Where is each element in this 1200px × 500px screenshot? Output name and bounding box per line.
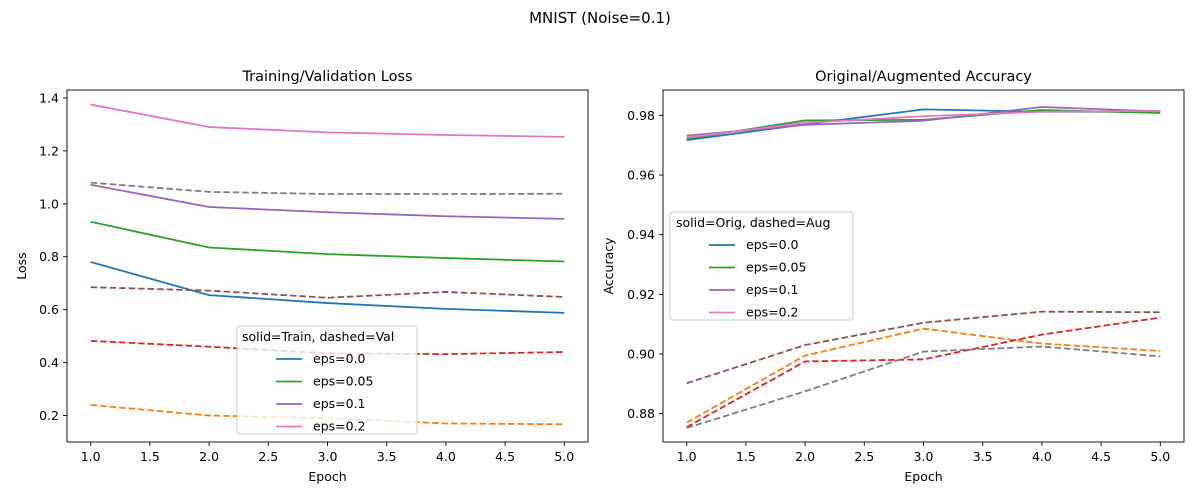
accuracy-legend: solid=Orig, dashed=Aug eps=0.0 eps=0.05 eps… (669, 211, 854, 321)
accuracy-series-line-3 (686, 109, 1161, 139)
accuracy-legend-entry: eps=0.1 (746, 282, 799, 297)
loss-series-line-6 (90, 286, 565, 299)
accuracy-y-tick-label: 0.98 (627, 108, 655, 123)
accuracy-x-tick-label: 4.0 (1032, 449, 1052, 464)
accuracy-series-line-5 (686, 316, 1161, 428)
accuracy-legend-entry: eps=0.0 (746, 237, 799, 252)
loss-chart: Training/Validation Loss 1.0 1.5 2.0 2.5 3.0 3… (14, 69, 589, 484)
accuracy-chart-title: Original/Augmented Accuracy (815, 69, 1032, 85)
accuracy-x-tick-label: 3.0 (914, 449, 934, 464)
accuracy-x-axis-label: Epoch (904, 469, 942, 484)
accuracy-series-line-4 (686, 327, 1161, 424)
accuracy-legend-box (669, 211, 854, 321)
loss-series-line-0 (90, 261, 565, 314)
loss-legend: solid=Train, dashed=Val eps=0.0 eps=0.05 ep… (236, 325, 418, 435)
loss-x-tick-label: 2.5 (258, 449, 278, 464)
accuracy-y-tick-label: 0.92 (627, 287, 655, 302)
accuracy-x-tick-label: 3.5 (973, 449, 993, 464)
accuracy-y-tick-label: 0.94 (627, 227, 655, 242)
accuracy-x-tick-label: 4.5 (1091, 449, 1111, 464)
accuracy-x-tick-label: 1.5 (736, 449, 756, 464)
loss-y-tick-label: 1.0 (39, 196, 59, 211)
accuracy-series-line-0 (686, 108, 1161, 142)
loss-legend-entry: eps=0.05 (313, 374, 373, 389)
loss-x-tick-label: 5.0 (554, 449, 574, 464)
loss-x-tick-label: 1.5 (140, 449, 160, 464)
loss-legend-entry: eps=0.2 (313, 419, 366, 434)
loss-x-tick-label: 4.0 (436, 449, 456, 464)
accuracy-x-tick-label: 1.0 (677, 449, 697, 464)
loss-y-tick-label: 0.8 (39, 249, 59, 264)
loss-y-tick-label: 0.2 (39, 408, 59, 423)
accuracy-legend-entry: eps=0.2 (746, 305, 799, 320)
accuracy-x-tick-label: 2.5 (854, 449, 874, 464)
accuracy-series-group (686, 106, 1161, 429)
loss-chart-title: Training/Validation Loss (241, 69, 412, 85)
accuracy-series-line-7 (686, 345, 1161, 429)
loss-y-tick-label: 0.6 (39, 302, 59, 317)
loss-x-tick-label: 2.0 (199, 449, 219, 464)
loss-x-axis-label: Epoch (308, 469, 346, 484)
accuracy-series-line-1 (686, 109, 1161, 140)
loss-series-line-3 (90, 103, 565, 138)
loss-legend-title: solid=Train, dashed=Val (242, 329, 394, 344)
loss-series-line-2 (90, 183, 565, 220)
loss-y-tick-label: 0.4 (39, 355, 59, 370)
loss-series-line-1 (90, 220, 565, 263)
accuracy-y-tick-label: 0.90 (627, 347, 655, 362)
loss-series-group (90, 103, 565, 426)
figure-title: MNIST (Noise=0.1) (529, 9, 671, 27)
loss-legend-box (236, 325, 418, 435)
accuracy-chart: Original/Augmented Accuracy 1.0 1.5 2.0 2.5 3… (601, 69, 1185, 484)
loss-y-axis-label: Loss (14, 252, 29, 279)
accuracy-y-tick-label: 0.96 (627, 168, 655, 183)
loss-series-line-4 (90, 404, 565, 426)
loss-legend-entry: eps=0.0 (313, 351, 366, 366)
accuracy-x-tick-label: 5.0 (1150, 449, 1170, 464)
loss-x-tick-label: 3.5 (377, 449, 397, 464)
loss-series-line-7 (90, 181, 565, 195)
accuracy-series-line-6 (686, 310, 1161, 385)
loss-legend-entry: eps=0.1 (313, 396, 366, 411)
loss-x-tick-label: 1.0 (81, 449, 101, 464)
loss-x-tick-label: 4.5 (495, 449, 515, 464)
accuracy-legend-entry: eps=0.05 (746, 260, 806, 275)
accuracy-x-tick-label: 2.0 (795, 449, 815, 464)
accuracy-legend-title: solid=Orig, dashed=Aug (676, 215, 830, 230)
accuracy-y-tick-label: 0.88 (627, 406, 655, 421)
loss-y-tick-label: 1.4 (39, 90, 59, 105)
loss-series-line-5 (90, 340, 565, 356)
loss-x-tick-label: 3.0 (318, 449, 338, 464)
accuracy-y-axis-label: Accuracy (601, 237, 616, 295)
loss-y-tick-label: 1.2 (39, 143, 59, 158)
